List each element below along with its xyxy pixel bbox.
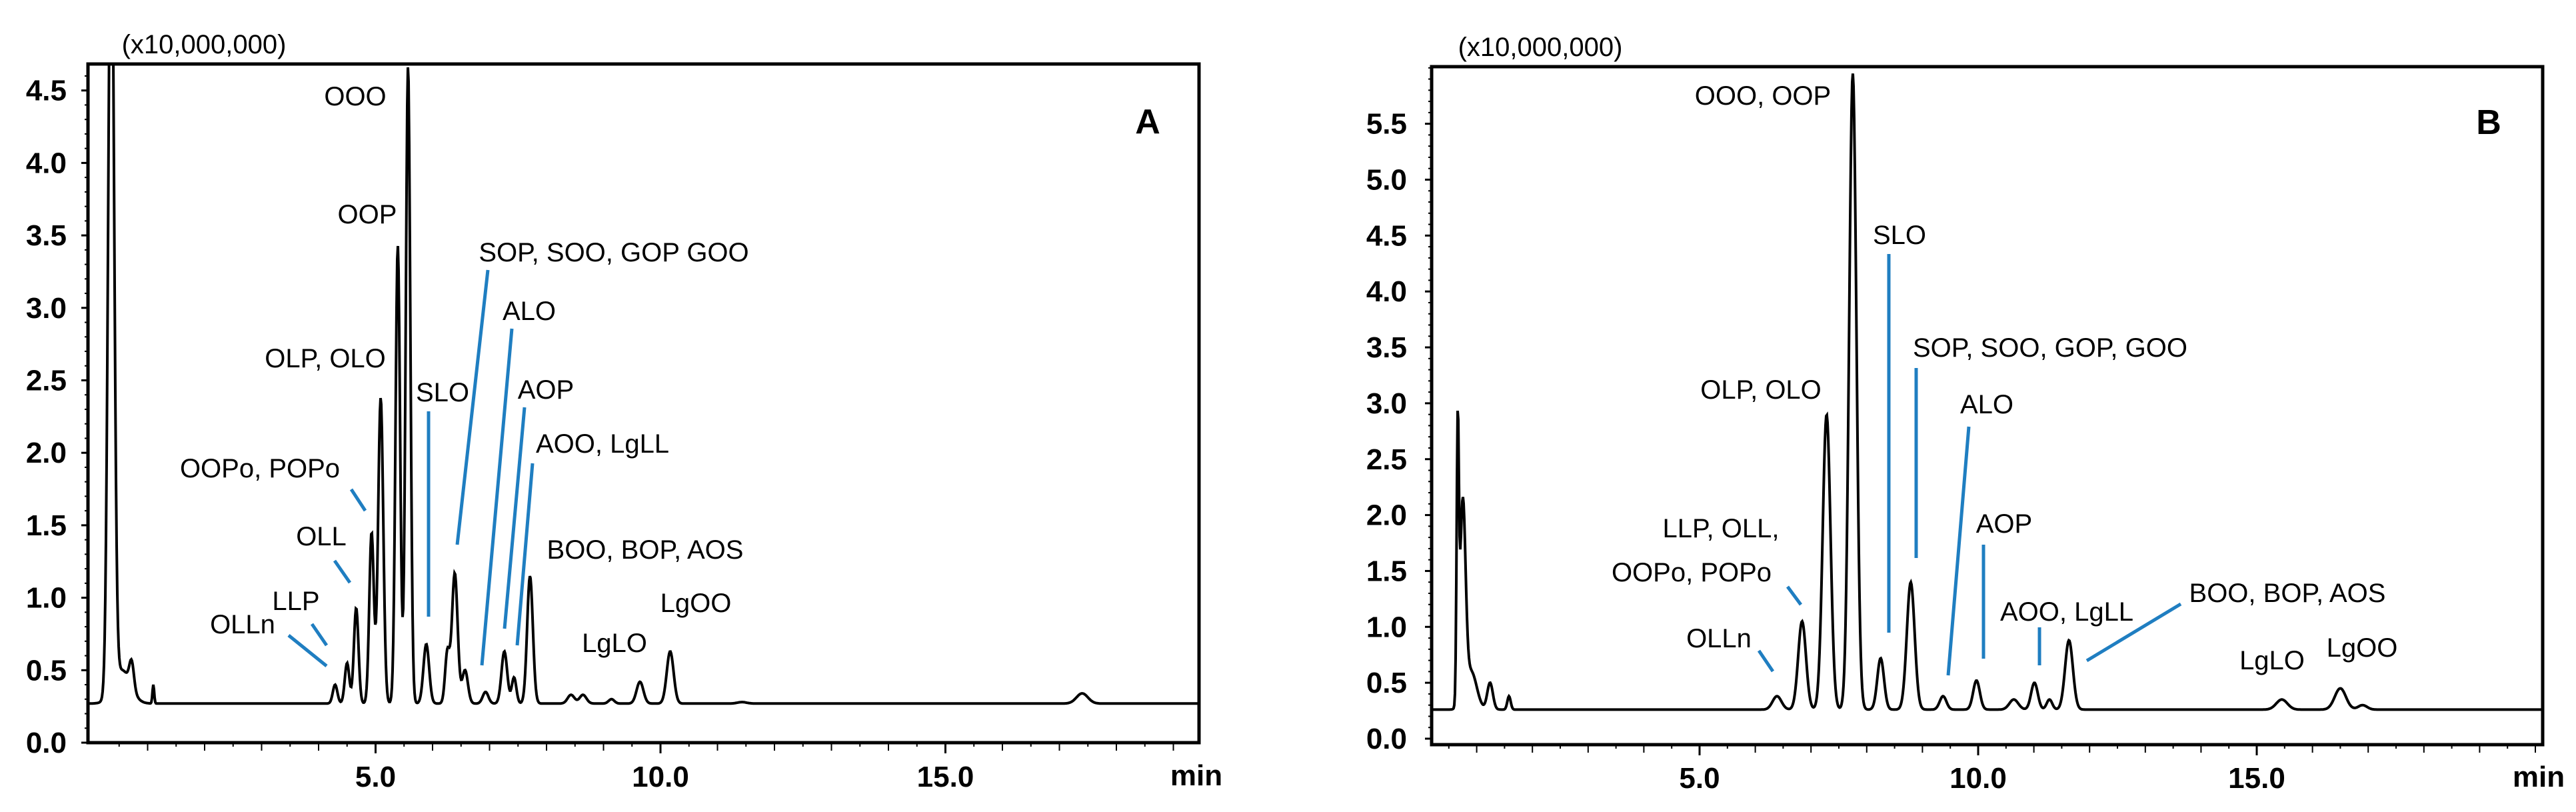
x-tick-label: 15.0 — [2228, 762, 2285, 795]
y-tick-label: 3.0 — [26, 292, 67, 325]
x-tick-label: 10.0 — [1949, 762, 2007, 795]
peak-annotation: OLLn — [1686, 624, 1752, 653]
x-tick-label: 15.0 — [917, 761, 974, 793]
y-tick-label: 0.0 — [1366, 723, 1407, 755]
chromatogram-trace — [1432, 73, 2543, 711]
peak-annotation: OOPo, POPo — [1612, 558, 1772, 587]
y-tick-label: 4.0 — [1366, 275, 1407, 308]
y-tick-label: 1.5 — [26, 509, 67, 542]
peak-annotation: ALO — [1960, 390, 2013, 419]
panel-label: A — [1135, 103, 1160, 141]
peak-annotation: SLO — [416, 378, 469, 407]
peak-annotation: OLP, OLO — [265, 344, 386, 373]
peak-annotation: LgOO — [660, 589, 732, 618]
oll-leader — [333, 559, 352, 584]
plot-frame — [86, 62, 1201, 745]
panel-label: B — [2476, 103, 2501, 142]
peak-annotation: LLP — [272, 587, 319, 616]
peak-annotation: AOO, LgLL — [2000, 597, 2133, 627]
peak-annotation: LgLO — [2239, 646, 2305, 675]
x-axis-label: min — [1170, 759, 1222, 792]
y-tick-label: 0.5 — [1366, 667, 1407, 699]
y-tick-label: 4.5 — [26, 75, 67, 107]
y-tick-label: 2.5 — [26, 365, 67, 397]
y-tick-label: 2.0 — [1366, 499, 1407, 532]
peak-annotation: OLLn — [210, 610, 275, 639]
sop-leader — [455, 269, 490, 545]
aoo-leader — [515, 463, 535, 646]
alo-leader — [1946, 426, 1971, 676]
y-tick-label: 1.5 — [1366, 555, 1407, 587]
chromatogram-panel-b: (x10,000,000) B min 0.0 0.5 1.0 1.5 2.0 2.5 3.… — [1366, 33, 2565, 795]
y-tick-label: 3.0 — [1366, 387, 1407, 420]
peak-annotation: LLP, OLL, — [1663, 514, 1780, 543]
peak-annotation: OLP, OLO — [1700, 375, 1822, 405]
aop-leader — [503, 407, 527, 629]
peak-annotation: OOO — [324, 82, 386, 111]
oopo-leader — [1786, 585, 1803, 606]
llp-leader — [310, 623, 329, 647]
peak-annotation: AOP — [518, 375, 574, 405]
peak-annotation: SLO — [1873, 221, 1926, 250]
olln-leader — [287, 634, 328, 667]
y-tick-label: 3.5 — [26, 219, 67, 252]
peak-annotation: AOP — [1976, 509, 2032, 539]
y-tick-label: 3.5 — [1366, 331, 1407, 364]
x-tick-label: 5.0 — [355, 761, 396, 793]
peak-annotation: LgOO — [2327, 633, 2398, 663]
oopo-leader — [349, 488, 367, 512]
peak-annotation: SOP, SOO, GOP GOO — [479, 238, 748, 267]
peak-annotation: ALO — [503, 297, 556, 326]
y-tick-label: 2.0 — [26, 437, 67, 469]
olln-leader — [1757, 649, 1775, 673]
y-tick-label: 2.5 — [1366, 443, 1407, 476]
peak-annotation: OOO, OOP — [1695, 81, 1831, 111]
x-axis-label: min — [2513, 761, 2565, 793]
peak-annotation: AOO, LgLL — [536, 429, 669, 459]
peak-annotation: OOPo, POPo — [180, 454, 340, 483]
y-tick-label: 0.0 — [26, 727, 67, 759]
peak-annotation: BOO, BOP, AOS — [2189, 579, 2386, 608]
y-tick-label: 0.5 — [26, 654, 67, 687]
peak-annotation: LgLO — [582, 629, 647, 658]
y-multiplier-label: (x10,000,000) — [1458, 33, 1623, 62]
y-tick-label: 5.5 — [1366, 108, 1407, 141]
y-tick-label: 5.0 — [1366, 164, 1407, 197]
x-tick-label: 5.0 — [1679, 762, 1720, 795]
y-tick-label: 4.5 — [1366, 219, 1407, 252]
chromatogram-panel-a: (x10,000,000) A min 0.0 0.5 1.0 1.5 2.0 2.5 3.… — [26, 30, 1222, 793]
peak-annotation: SOP, SOO, GOP, GOO — [1913, 333, 2187, 363]
plot-frame — [1430, 65, 2545, 747]
y-multiplier-label: (x10,000,000) — [122, 30, 287, 59]
peak-annotation: OLL — [296, 522, 347, 551]
chromatogram-trace — [88, 64, 1199, 705]
peak-annotation: OOP — [338, 200, 397, 229]
alo-leader — [480, 328, 514, 666]
x-tick-label: 10.0 — [632, 761, 689, 793]
peak-annotation: BOO, BOP, AOS — [547, 535, 744, 565]
y-tick-label: 1.0 — [1366, 611, 1407, 643]
y-tick-label: 4.0 — [26, 147, 67, 179]
y-tick-label: 1.0 — [26, 582, 67, 615]
boo-leader — [2085, 602, 2182, 663]
